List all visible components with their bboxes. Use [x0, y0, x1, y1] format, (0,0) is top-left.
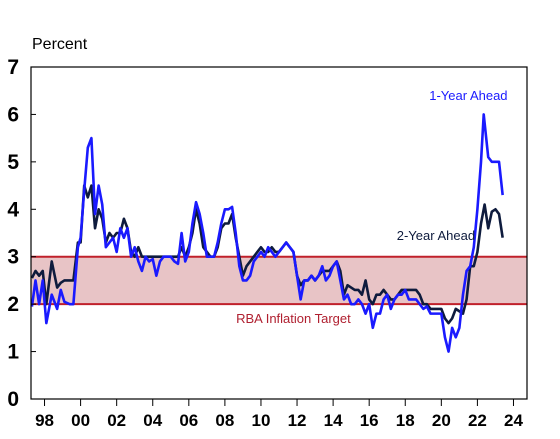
x-tick-label: 02	[107, 411, 126, 430]
x-tick-label: 00	[71, 411, 90, 430]
x-tick-label: 04	[143, 411, 162, 430]
target-band-layer	[31, 255, 527, 306]
x-tick-label: 22	[468, 411, 487, 430]
x-tick-label: 14	[324, 411, 343, 430]
y-tick-label: 6	[7, 103, 19, 126]
y-axis-unit-label: Percent	[32, 36, 88, 53]
series-line-1-year-ahead	[30, 113, 504, 353]
x-tick-label: 24	[504, 411, 523, 430]
y-tick-label: 1	[7, 341, 19, 364]
x-tick-label: 16	[360, 411, 379, 430]
annotation-layer: 1-Year Ahead 2-Year Ahead RBA Inflation Ta…	[236, 88, 507, 326]
x-tick-label: 06	[179, 411, 198, 430]
annotation-2-year-ahead: 2-Year Ahead	[397, 228, 475, 243]
x-tick-label: 18	[396, 411, 415, 430]
y-tick-label: 3	[7, 246, 19, 269]
target-band-fill	[31, 256, 527, 305]
series-layer	[30, 113, 504, 353]
x-tick-label: 10	[252, 411, 271, 430]
y-tick-label: 4	[7, 198, 19, 221]
x-tick-label: 12	[288, 411, 307, 430]
plot-frame	[30, 66, 528, 400]
x-tick-label: 08	[215, 411, 234, 430]
y-tick-label: 0	[7, 388, 19, 411]
x-tick-label: 98	[35, 411, 54, 430]
y-tick-label: 5	[7, 151, 19, 174]
x-tick-label: 20	[432, 411, 451, 430]
annotation-1-year-ahead: 1-Year Ahead	[429, 88, 507, 103]
y-tick-label: 2	[7, 293, 19, 316]
annotation-rba-inflation-target: RBA Inflation Target	[236, 311, 351, 326]
y-tick-label: 7	[7, 56, 19, 79]
